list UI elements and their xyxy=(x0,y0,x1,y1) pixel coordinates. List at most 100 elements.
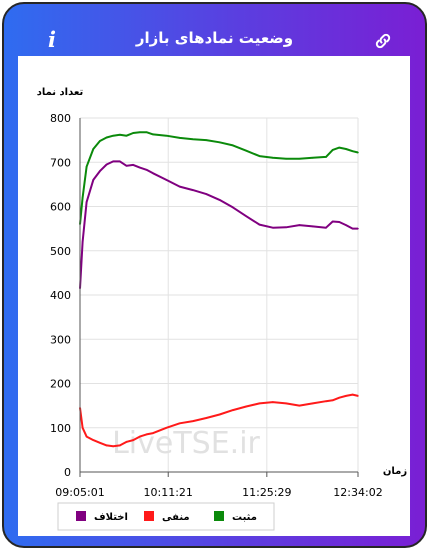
data-point xyxy=(311,402,314,405)
data-point xyxy=(331,220,334,223)
data-point xyxy=(132,132,134,134)
y-tick-label: 0 xyxy=(64,466,71,479)
data-point xyxy=(112,445,115,448)
x-tick-label: 12:34:02 xyxy=(333,486,382,499)
data-point xyxy=(112,134,115,137)
series-line-2 xyxy=(79,160,358,289)
legend-swatch[interactable] xyxy=(144,511,154,521)
y-tick-label: 200 xyxy=(50,378,71,391)
data-point xyxy=(285,157,287,160)
data-point xyxy=(152,432,154,434)
data-point xyxy=(92,439,95,441)
x-axis-label: زمان xyxy=(383,466,407,477)
data-point xyxy=(145,168,148,171)
legend-label[interactable]: مثبت xyxy=(232,512,257,523)
data-point xyxy=(81,196,84,199)
data-point xyxy=(245,149,248,152)
data-point xyxy=(218,413,221,416)
data-point xyxy=(272,401,274,403)
legend-swatch[interactable] xyxy=(76,511,86,521)
data-point xyxy=(351,227,354,230)
data-point xyxy=(272,226,274,229)
data-point xyxy=(119,160,121,163)
data-point xyxy=(165,179,168,181)
data-point xyxy=(245,215,248,218)
data-point xyxy=(298,404,301,407)
data-point xyxy=(218,141,221,144)
y-axis-label: تعداد نماد xyxy=(37,87,84,98)
page-title: وضعیت نمادهای بازار xyxy=(135,29,294,47)
data-point xyxy=(285,402,287,405)
data-point xyxy=(105,444,108,447)
data-point xyxy=(205,193,208,195)
data-point xyxy=(125,164,128,167)
data-point xyxy=(325,226,327,229)
x-tick-label: 11:25:29 xyxy=(242,486,291,499)
y-tick-label: 800 xyxy=(50,112,71,125)
y-tick-label: 600 xyxy=(50,201,71,214)
data-point xyxy=(325,156,327,158)
data-point xyxy=(178,422,181,425)
data-point xyxy=(92,148,95,150)
data-point xyxy=(357,395,359,397)
y-tick-label: 400 xyxy=(50,289,71,302)
x-tick-label: 09:05:01 xyxy=(55,486,104,499)
info-icon[interactable]: i xyxy=(48,27,56,52)
data-point xyxy=(152,172,154,175)
data-point xyxy=(192,138,194,141)
data-point xyxy=(205,139,208,141)
data-point xyxy=(272,157,274,159)
data-point xyxy=(105,163,108,166)
data-point xyxy=(85,435,88,438)
data-point xyxy=(99,441,101,444)
data-point xyxy=(258,155,261,157)
data-point xyxy=(338,221,341,223)
data-point xyxy=(351,393,354,396)
data-point xyxy=(139,131,141,133)
data-point xyxy=(132,439,134,441)
legend: اختلاف منفی مثبت xyxy=(57,502,275,531)
x-tick-label: 10:11:21 xyxy=(144,486,193,499)
data-point xyxy=(338,396,341,399)
legend-label[interactable]: منفی xyxy=(162,512,190,523)
data-point xyxy=(139,435,141,438)
header-bar: i وضعیت نمادهای بازار xyxy=(4,4,425,58)
app-frame: i وضعیت نمادهای بازار تعداد نماد زمان Li… xyxy=(2,2,427,548)
y-tick-label: 100 xyxy=(50,422,71,435)
data-point xyxy=(325,400,327,403)
legend-swatch[interactable] xyxy=(214,511,224,521)
data-point xyxy=(311,157,314,159)
data-point xyxy=(99,140,101,142)
legend-label[interactable]: اختلاف xyxy=(94,512,128,523)
watermark: LiveTSE.ir xyxy=(112,426,260,461)
data-point xyxy=(345,224,347,226)
data-point xyxy=(165,134,168,137)
data-point xyxy=(145,131,148,133)
data-point xyxy=(125,134,128,137)
data-point xyxy=(85,201,88,203)
data-point xyxy=(298,224,301,226)
data-point xyxy=(92,179,95,181)
data-point xyxy=(165,426,168,429)
data-point xyxy=(232,144,234,147)
data-point xyxy=(338,146,341,149)
data-point xyxy=(119,134,121,136)
data-point xyxy=(139,166,141,169)
data-point xyxy=(357,227,359,230)
data-point xyxy=(132,164,134,166)
data-point xyxy=(258,223,261,226)
data-point xyxy=(232,206,234,209)
data-point xyxy=(331,399,334,402)
link-icon[interactable] xyxy=(374,32,392,50)
data-point xyxy=(178,137,181,139)
data-point xyxy=(218,199,221,201)
data-point xyxy=(119,444,121,447)
data-point xyxy=(357,151,359,154)
data-point xyxy=(192,189,194,191)
data-point xyxy=(85,165,88,168)
data-point xyxy=(152,133,154,136)
y-tick-label: 300 xyxy=(50,333,71,346)
data-point xyxy=(258,402,261,405)
data-point xyxy=(345,395,347,397)
data-point xyxy=(232,409,234,411)
